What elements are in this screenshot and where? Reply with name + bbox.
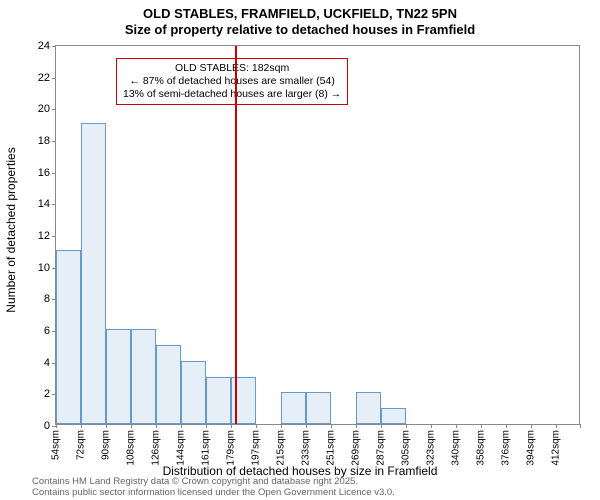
histogram-bar (281, 392, 306, 424)
reference-line (235, 46, 237, 424)
y-axis-label: Number of detached properties (4, 147, 18, 312)
x-tick-mark (281, 424, 282, 428)
x-tick-mark (381, 424, 382, 428)
x-tick-mark (481, 424, 482, 428)
y-tick-mark (52, 78, 56, 79)
x-tick-label: 90sqm (101, 430, 112, 460)
histogram-bar (156, 345, 181, 424)
x-tick-mark (356, 424, 357, 428)
x-tick-label: 179sqm (226, 430, 237, 466)
chart-container: OLD STABLES, FRAMFIELD, UCKFIELD, TN22 5… (0, 0, 600, 500)
x-tick-mark (406, 424, 407, 428)
x-tick-label: 376sqm (501, 430, 512, 466)
histogram-bar (81, 123, 106, 424)
histogram-bar (356, 392, 381, 424)
x-tick-mark (156, 424, 157, 428)
x-tick-label: 233sqm (301, 430, 312, 466)
y-tick-mark (52, 109, 56, 110)
histogram-bar (206, 377, 231, 425)
histogram-bar (106, 329, 131, 424)
x-tick-mark (456, 424, 457, 428)
x-tick-mark (556, 424, 557, 428)
x-tick-label: 144sqm (176, 430, 187, 466)
x-tick-label: 269sqm (351, 430, 362, 466)
x-tick-mark (506, 424, 507, 428)
x-tick-mark (531, 424, 532, 428)
footnote-line-1: Contains HM Land Registry data © Crown c… (32, 476, 358, 487)
histogram-bar (56, 250, 81, 424)
chart-title-main: OLD STABLES, FRAMFIELD, UCKFIELD, TN22 5… (0, 6, 600, 21)
annotation-line-3: 13% of semi-detached houses are larger (… (123, 88, 341, 100)
x-tick-label: 323sqm (426, 430, 437, 466)
x-tick-label: 197sqm (251, 430, 262, 466)
annotation-line-1: OLD STABLES: 182sqm (175, 62, 289, 74)
y-tick-mark (52, 173, 56, 174)
x-tick-mark (181, 424, 182, 428)
x-tick-mark (580, 424, 581, 428)
histogram-bar (181, 361, 206, 424)
x-tick-label: 305sqm (401, 430, 412, 466)
x-tick-label: 340sqm (451, 430, 462, 466)
x-tick-mark (331, 424, 332, 428)
x-tick-label: 108sqm (126, 430, 137, 466)
x-tick-label: 126sqm (151, 430, 162, 466)
x-tick-mark (206, 424, 207, 428)
x-tick-mark (81, 424, 82, 428)
plot-area: OLD STABLES: 182sqm ← 87% of detached ho… (55, 45, 580, 425)
x-tick-label: 72sqm (76, 430, 87, 460)
x-tick-mark (131, 424, 132, 428)
footnote: Contains HM Land Registry data © Crown c… (32, 477, 395, 498)
x-tick-label: 215sqm (276, 430, 287, 466)
x-tick-label: 54sqm (51, 430, 62, 460)
x-tick-mark (256, 424, 257, 428)
annotation-line-2: ← 87% of detached houses are smaller (54… (129, 75, 334, 87)
x-tick-mark (306, 424, 307, 428)
y-tick-mark (52, 236, 56, 237)
annotation-box: OLD STABLES: 182sqm ← 87% of detached ho… (116, 58, 348, 105)
x-tick-label: 394sqm (526, 430, 537, 466)
x-tick-label: 358sqm (476, 430, 487, 466)
histogram-bar (381, 408, 406, 424)
y-tick-mark (52, 141, 56, 142)
x-tick-mark (431, 424, 432, 428)
x-tick-label: 287sqm (376, 430, 387, 466)
x-tick-label: 251sqm (326, 430, 337, 466)
x-tick-mark (56, 424, 57, 428)
y-tick-mark (52, 204, 56, 205)
chart-title-sub: Size of property relative to detached ho… (0, 22, 600, 37)
histogram-bar (306, 392, 331, 424)
x-tick-label: 412sqm (551, 430, 562, 466)
x-tick-mark (231, 424, 232, 428)
x-tick-mark (106, 424, 107, 428)
x-tick-label: 161sqm (201, 430, 212, 466)
y-tick-mark (52, 46, 56, 47)
histogram-bar (131, 329, 156, 424)
footnote-line-2: Contains public sector information licen… (32, 487, 395, 498)
